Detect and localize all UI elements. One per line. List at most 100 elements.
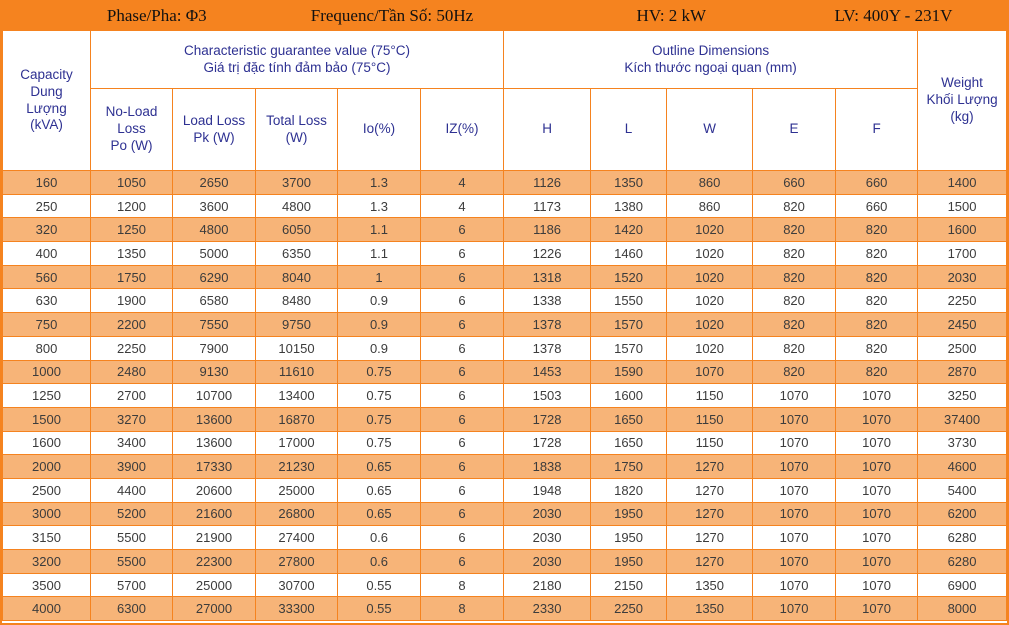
cell-no-load-loss-po-w: 1750 <box>90 264 173 290</box>
cell-e-mm: 1070 <box>752 549 837 574</box>
cell-h-mm: 1186 <box>503 217 592 243</box>
cell-w-mm: 1150 <box>666 430 754 456</box>
cell-capacity-kva: 3150 <box>2 525 91 550</box>
frequency-label: Frequenc/Tần Số: 50Hz <box>310 6 474 25</box>
cell-w-mm: 860 <box>666 170 754 195</box>
cell-w-mm: 1020 <box>666 241 754 266</box>
cell-w-mm: 1020 <box>666 335 754 361</box>
cell-capacity-kva: 400 <box>2 241 91 266</box>
io-column-header: Io(%) <box>337 88 421 171</box>
cell-io-percent: 0.65 <box>337 477 421 503</box>
cell-load-loss-pk-w: 21600 <box>172 501 256 527</box>
cell-no-load-loss-po-w: 2700 <box>90 383 173 408</box>
cell-total-loss-w: 8040 <box>255 264 338 290</box>
cell-iz-percent: 6 <box>419 264 505 290</box>
cell-no-load-loss-po-w: 1050 <box>90 170 173 195</box>
cell-f-mm: 1070 <box>835 454 919 479</box>
cell-weight-kg: 8000 <box>917 596 1007 622</box>
cell-w-mm: 1020 <box>666 217 754 243</box>
cell-w-mm: 1270 <box>666 477 754 503</box>
cell-load-loss-pk-w: 22300 <box>172 549 256 574</box>
cell-f-mm: 1070 <box>835 525 919 550</box>
cell-capacity-kva: 1000 <box>2 359 91 385</box>
iz-column-header: IZ(%) <box>419 88 505 171</box>
table-row: 560 1750 6290 8040 1 6 1318 1520 1020 820 820 2030 <box>2 264 1007 290</box>
cell-h-mm: 1173 <box>503 193 592 219</box>
cell-iz-percent: 6 <box>419 335 505 361</box>
cell-e-mm: 1070 <box>752 525 837 550</box>
cell-l-mm: 1420 <box>590 217 668 243</box>
total-loss-column-header: Total Loss (W) <box>255 88 338 171</box>
cell-w-mm: 1270 <box>666 525 754 550</box>
cell-l-mm: 1520 <box>590 264 668 290</box>
cell-total-loss-w: 17000 <box>255 430 338 456</box>
cell-io-percent: 0.65 <box>337 454 421 479</box>
cell-e-mm: 820 <box>752 359 837 385</box>
cell-e-mm: 820 <box>752 335 837 361</box>
cell-iz-percent: 6 <box>419 312 505 337</box>
table-row: 4000 6300 27000 33300 0.55 8 2330 2250 1350 1070 1… <box>2 596 1007 622</box>
cell-iz-percent: 6 <box>419 454 505 479</box>
cell-load-loss-pk-w: 21900 <box>172 525 256 550</box>
cell-l-mm: 1950 <box>590 549 668 574</box>
cell-h-mm: 2030 <box>503 549 592 574</box>
cell-capacity-kva: 3500 <box>2 572 91 598</box>
table-row: 160 1050 2650 3700 1.3 4 1126 1350 860 660 660 1400 <box>2 170 1007 195</box>
cell-no-load-loss-po-w: 1200 <box>90 193 173 219</box>
cell-e-mm: 1070 <box>752 477 837 503</box>
cell-load-loss-pk-w: 20600 <box>172 477 256 503</box>
cell-iz-percent: 6 <box>419 549 505 574</box>
cell-f-mm: 1070 <box>835 383 919 408</box>
cell-load-loss-pk-w: 9130 <box>172 359 256 385</box>
cell-capacity-kva: 4000 <box>2 596 91 622</box>
cell-f-mm: 660 <box>835 170 919 195</box>
cell-weight-kg: 1700 <box>917 241 1007 266</box>
cell-weight-kg: 2030 <box>917 264 1007 290</box>
cell-weight-kg: 6200 <box>917 501 1007 527</box>
cell-f-mm: 820 <box>835 241 919 266</box>
w-column-header: W <box>666 88 754 171</box>
cell-weight-kg: 2250 <box>917 288 1007 314</box>
cell-f-mm: 1070 <box>835 477 919 503</box>
cell-io-percent: 1.3 <box>337 170 421 195</box>
table-row: 750 2200 7550 9750 0.9 6 1378 1570 1020 820 820 245… <box>2 312 1007 337</box>
cell-io-percent: 0.65 <box>337 501 421 527</box>
cell-load-loss-pk-w: 17330 <box>172 454 256 479</box>
cell-w-mm: 1020 <box>666 288 754 314</box>
cell-e-mm: 820 <box>752 288 837 314</box>
cell-iz-percent: 6 <box>419 406 505 432</box>
cell-w-mm: 1350 <box>666 572 754 598</box>
cell-capacity-kva: 1250 <box>2 383 91 408</box>
cell-weight-kg: 3250 <box>917 383 1007 408</box>
table-row: 3500 5700 25000 30700 0.55 8 2180 2150 1350 1070 1… <box>2 572 1007 598</box>
load-loss-column-header: Load Loss Pk (W) <box>172 88 256 171</box>
table-row: 3200 5500 22300 27800 0.6 6 2030 1950 1270 1070 10… <box>2 549 1007 574</box>
cell-e-mm: 820 <box>752 312 837 337</box>
spec-table: Capacity Dung Lượng (kVA) Characteristic… <box>2 30 1007 622</box>
cell-l-mm: 1600 <box>590 383 668 408</box>
cell-weight-kg: 37400 <box>917 406 1007 432</box>
cell-io-percent: 1 <box>337 264 421 290</box>
cell-w-mm: 860 <box>666 193 754 219</box>
cell-load-loss-pk-w: 5000 <box>172 241 256 266</box>
cell-io-percent: 0.55 <box>337 596 421 622</box>
cell-capacity-kva: 560 <box>2 264 91 290</box>
cell-h-mm: 2030 <box>503 525 592 550</box>
cell-e-mm: 1070 <box>752 572 837 598</box>
cell-no-load-loss-po-w: 1250 <box>90 217 173 243</box>
cell-f-mm: 820 <box>835 359 919 385</box>
cell-total-loss-w: 11610 <box>255 359 338 385</box>
cell-capacity-kva: 1500 <box>2 406 91 432</box>
cell-capacity-kva: 630 <box>2 288 91 314</box>
cell-h-mm: 2330 <box>503 596 592 622</box>
cell-f-mm: 1070 <box>835 549 919 574</box>
cell-h-mm: 1378 <box>503 335 592 361</box>
cell-iz-percent: 6 <box>419 359 505 385</box>
table-row: 2000 3900 17330 21230 0.65 6 1838 1750 1270 1070 1… <box>2 454 1007 479</box>
cell-iz-percent: 6 <box>419 217 505 243</box>
cell-f-mm: 660 <box>835 193 919 219</box>
cell-io-percent: 0.75 <box>337 406 421 432</box>
cell-h-mm: 1453 <box>503 359 592 385</box>
cell-total-loss-w: 8480 <box>255 288 338 314</box>
cell-weight-kg: 3730 <box>917 430 1007 456</box>
